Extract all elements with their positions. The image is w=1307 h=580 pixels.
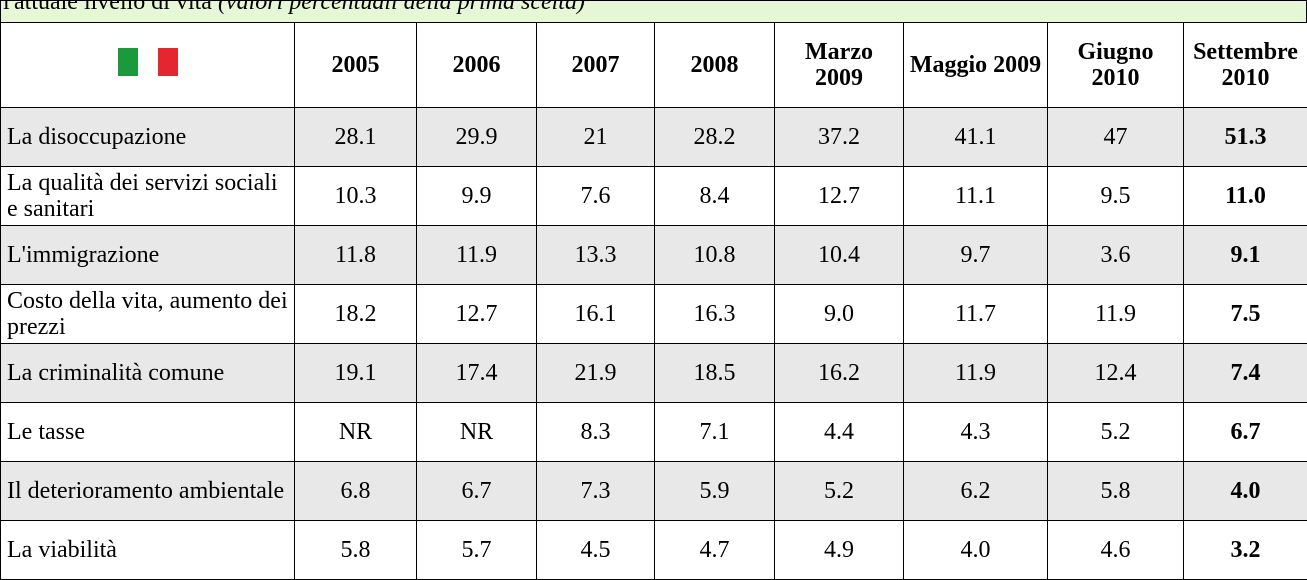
cell: 3.2 <box>1184 521 1307 580</box>
row-label: Il deterioramento ambientale <box>1 462 295 521</box>
cell: 7.4 <box>1184 344 1307 403</box>
row-label: L'immigrazione <box>1 226 295 285</box>
cell: 10.8 <box>655 226 775 285</box>
cell: 11.9 <box>417 226 537 285</box>
cell: 4.7 <box>655 521 775 580</box>
cell: 4.0 <box>904 521 1048 580</box>
banner-text: l'attuale livello di vita (valori percent… <box>3 0 585 16</box>
cell: 21 <box>537 108 655 167</box>
column-header: Maggio 2009 <box>904 23 1048 108</box>
cell: 11.9 <box>904 344 1048 403</box>
cell: 4.9 <box>775 521 904 580</box>
cell: 5.8 <box>1048 462 1184 521</box>
cell: NR <box>295 403 417 462</box>
cell: 4.0 <box>1184 462 1307 521</box>
cell: 9.5 <box>1048 167 1184 226</box>
cell: 5.7 <box>417 521 537 580</box>
table-row: La qualità dei servizi sociali e sanitar… <box>1 167 1307 226</box>
cell: 9.1 <box>1184 226 1307 285</box>
cell: 11.1 <box>904 167 1048 226</box>
cell: 28.1 <box>295 108 417 167</box>
cell: 51.3 <box>1184 108 1307 167</box>
cell: 10.3 <box>295 167 417 226</box>
cell: 9.0 <box>775 285 904 344</box>
cell: 16.3 <box>655 285 775 344</box>
cell: 21.9 <box>537 344 655 403</box>
cell: 29.9 <box>417 108 537 167</box>
cell: 4.5 <box>537 521 655 580</box>
column-header: Marzo 2009 <box>775 23 904 108</box>
cell: 47 <box>1048 108 1184 167</box>
cell: 12.7 <box>417 285 537 344</box>
cell: 18.5 <box>655 344 775 403</box>
cell: 7.1 <box>655 403 775 462</box>
cell: 41.1 <box>904 108 1048 167</box>
row-label: La criminalità comune <box>1 344 295 403</box>
cell: 17.4 <box>417 344 537 403</box>
cell: 11.8 <box>295 226 417 285</box>
cell: 7.6 <box>537 167 655 226</box>
row-label: La qualità dei servizi sociali e sanitar… <box>1 167 295 226</box>
cell: 7.5 <box>1184 285 1307 344</box>
cell: 8.3 <box>537 403 655 462</box>
cell: 5.8 <box>295 521 417 580</box>
cell: 6.8 <box>295 462 417 521</box>
cell: 9.9 <box>417 167 537 226</box>
cell: 4.6 <box>1048 521 1184 580</box>
cell: 5.9 <box>655 462 775 521</box>
row-label: La viabilità <box>1 521 295 580</box>
cell: 5.2 <box>775 462 904 521</box>
italian-flag <box>112 46 184 78</box>
banner: l'attuale livello di vita (valori percent… <box>0 0 1307 22</box>
cell: 8.4 <box>655 167 775 226</box>
cell: 11.0 <box>1184 167 1307 226</box>
column-header: Settembre 2010 <box>1184 23 1307 108</box>
cell: 28.2 <box>655 108 775 167</box>
cell: 6.2 <box>904 462 1048 521</box>
cell: 11.7 <box>904 285 1048 344</box>
cell: 7.3 <box>537 462 655 521</box>
cell: 10.4 <box>775 226 904 285</box>
subtitle: (valori percentuali della prima scelta) <box>218 0 585 15</box>
cell: 13.3 <box>537 226 655 285</box>
cell: 6.7 <box>1184 403 1307 462</box>
cell: 4.3 <box>904 403 1048 462</box>
cell: 12.7 <box>775 167 904 226</box>
cell: NR <box>417 403 537 462</box>
cell: 5.2 <box>1048 403 1184 462</box>
cell: 18.2 <box>295 285 417 344</box>
cell: 11.9 <box>1048 285 1184 344</box>
cell: 12.4 <box>1048 344 1184 403</box>
cell: 3.6 <box>1048 226 1184 285</box>
cell: 6.7 <box>417 462 537 521</box>
row-label: Le tasse <box>1 403 295 462</box>
row-label: Costo della vita, aumento dei prezzi <box>1 285 295 344</box>
cell: 16.2 <box>775 344 904 403</box>
column-header: 2005 <box>295 23 417 108</box>
column-header: 2007 <box>537 23 655 108</box>
cell: 4.4 <box>775 403 904 462</box>
cell: 9.7 <box>904 226 1048 285</box>
cell: 37.2 <box>775 108 904 167</box>
column-header: 2006 <box>417 23 537 108</box>
title: l'attuale livello di vita <box>3 0 212 15</box>
flag-cell <box>1 23 295 108</box>
column-header: 2008 <box>655 23 775 108</box>
column-header: Giugno 2010 <box>1048 23 1184 108</box>
row-label: La disoccupazione <box>1 108 295 167</box>
cell: 19.1 <box>295 344 417 403</box>
cell: 16.1 <box>537 285 655 344</box>
